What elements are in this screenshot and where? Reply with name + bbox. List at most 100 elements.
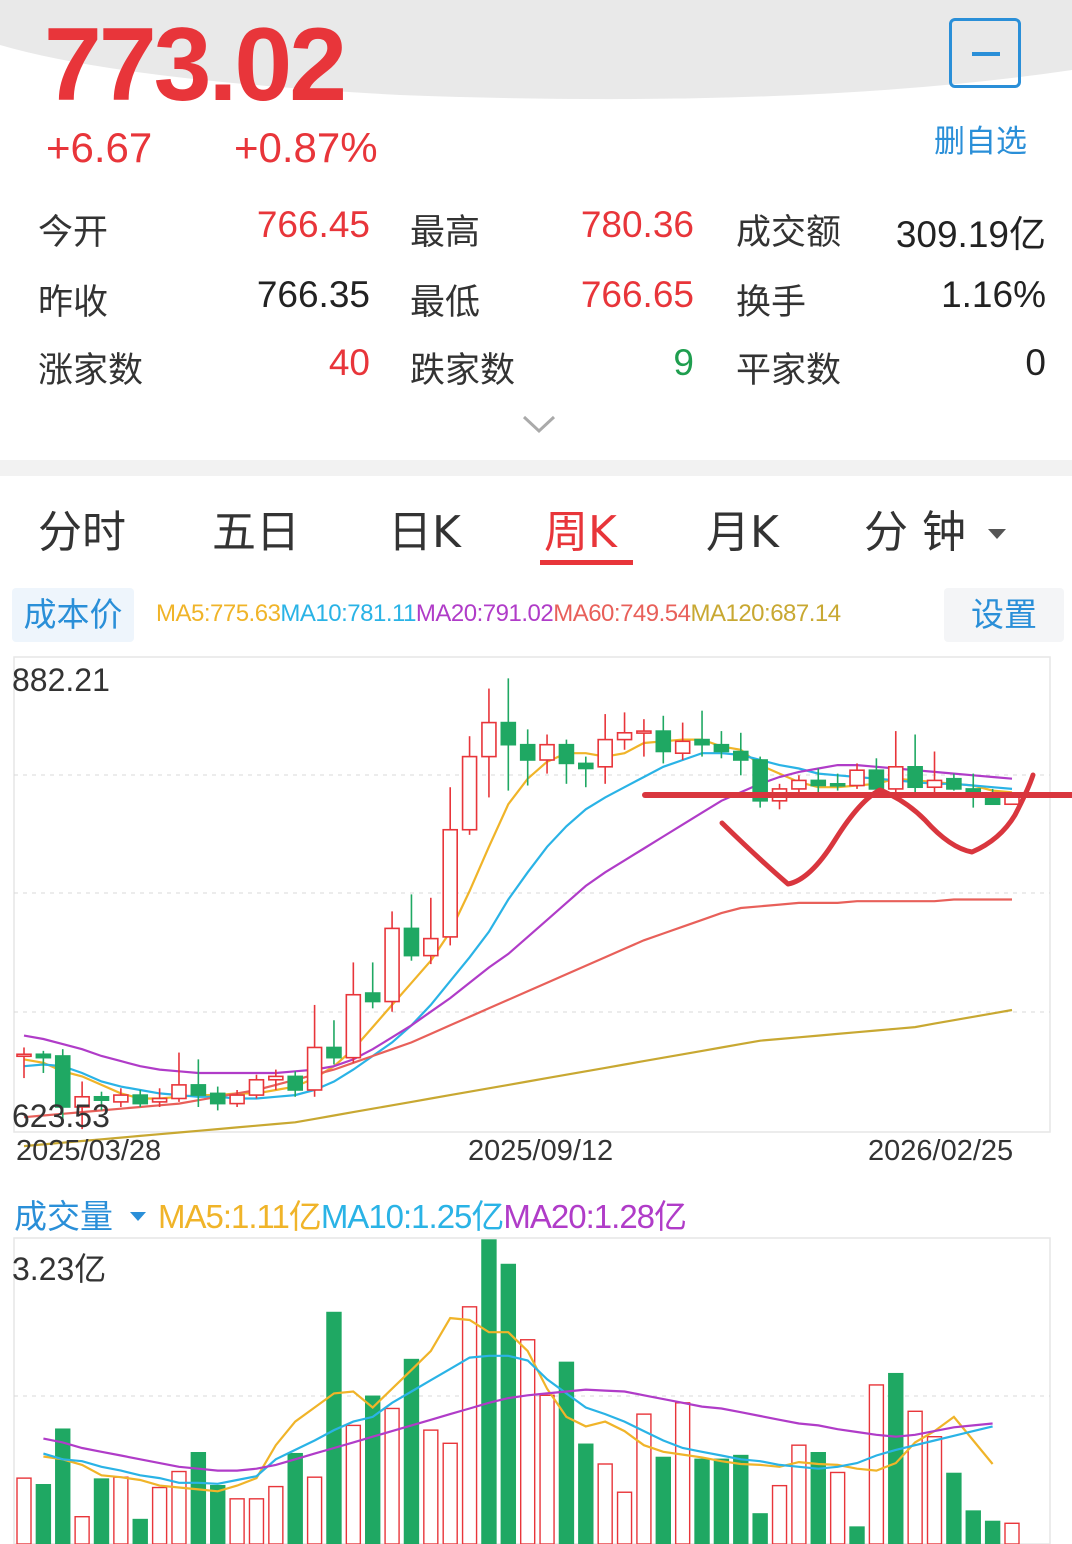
volume-bar bbox=[616, 1491, 633, 1544]
candle bbox=[636, 719, 652, 757]
candle bbox=[674, 722, 691, 761]
cost-price-button[interactable]: 成本价 bbox=[12, 588, 134, 642]
stat-value-unchanged: 0 bbox=[1025, 342, 1046, 383]
candle bbox=[616, 712, 633, 750]
volume-bar bbox=[16, 1477, 32, 1544]
candle bbox=[810, 768, 827, 795]
volume-bar bbox=[539, 1394, 555, 1544]
pattern-annotation bbox=[719, 772, 1036, 887]
stat-label-turnover: 成交额 bbox=[736, 213, 842, 253]
ma10-line bbox=[23, 752, 1013, 1100]
active-tab-indicator bbox=[540, 560, 633, 565]
volume-bar bbox=[500, 1263, 517, 1544]
candle bbox=[268, 1069, 284, 1090]
volume-bar bbox=[791, 1444, 807, 1544]
candle bbox=[481, 688, 497, 798]
candle bbox=[248, 1074, 265, 1099]
volume-bar bbox=[55, 1428, 71, 1544]
candle bbox=[597, 714, 613, 784]
vol-ma10-legend: MA10:1.25亿 bbox=[320, 1198, 505, 1235]
ma60-line bbox=[23, 898, 1012, 1119]
candle bbox=[965, 773, 982, 808]
volume-bar bbox=[384, 1407, 400, 1544]
candle bbox=[907, 734, 923, 795]
minus-icon bbox=[972, 52, 1000, 56]
candle bbox=[655, 715, 672, 764]
price-change: +6.67 bbox=[46, 124, 153, 171]
candle bbox=[326, 1020, 342, 1065]
volume-bar bbox=[151, 1486, 168, 1544]
stat-label-prev-close: 昨收 bbox=[38, 283, 109, 323]
volume-bar bbox=[713, 1458, 730, 1544]
tab-five-day[interactable]: 五日 bbox=[212, 507, 300, 558]
candle bbox=[829, 773, 846, 791]
volume-bar bbox=[442, 1442, 458, 1544]
ma120-legend: MA120:687.14 bbox=[690, 600, 841, 627]
volume-bar bbox=[35, 1484, 52, 1544]
volume-bar bbox=[171, 1470, 187, 1544]
volume-bar bbox=[829, 1471, 846, 1544]
stat-label-open: 今开 bbox=[38, 213, 109, 253]
stat-label-low: 最低 bbox=[410, 283, 481, 323]
volume-bar bbox=[946, 1472, 962, 1544]
volume-bar bbox=[810, 1452, 826, 1544]
tab-minute[interactable]: 分 钟 bbox=[864, 496, 1006, 560]
candle bbox=[151, 1088, 168, 1107]
tab-weekly-k[interactable]: 周K bbox=[544, 507, 617, 558]
header-background-arc bbox=[0, 0, 1072, 100]
tab-intraday[interactable]: 分时 bbox=[38, 507, 126, 558]
candle bbox=[209, 1086, 226, 1111]
ma20-line bbox=[23, 763, 1013, 1075]
remove-watchlist-label[interactable]: 删自选 bbox=[934, 124, 1027, 160]
candle bbox=[868, 758, 885, 791]
candle bbox=[287, 1071, 304, 1097]
volume-bar bbox=[926, 1436, 943, 1544]
volume-bar bbox=[965, 1510, 981, 1544]
candle bbox=[229, 1089, 245, 1107]
stat-label-unchanged: 平家数 bbox=[736, 351, 842, 391]
candle bbox=[694, 710, 710, 757]
remove-watchlist-button[interactable] bbox=[949, 18, 1021, 88]
tab-monthly-k[interactable]: 月K bbox=[706, 507, 779, 558]
candle bbox=[849, 763, 865, 789]
stat-value-advancers: 40 bbox=[328, 342, 370, 383]
candle bbox=[171, 1052, 187, 1102]
ma20-legend: MA20:791.02 bbox=[415, 600, 554, 627]
volume-bar bbox=[907, 1410, 923, 1544]
volume-bar bbox=[248, 1498, 265, 1544]
candle bbox=[403, 894, 420, 961]
volume-bar bbox=[636, 1413, 652, 1544]
stat-value-decliners: 9 bbox=[673, 342, 694, 383]
volume-bar bbox=[461, 1306, 478, 1544]
volume-bar bbox=[74, 1516, 90, 1544]
tab-minute-label: 分 钟 bbox=[864, 507, 966, 558]
ma10-legend: MA10:781.11 bbox=[280, 600, 416, 627]
caret-down-icon bbox=[988, 529, 1006, 539]
volume-bar bbox=[888, 1372, 904, 1544]
candle bbox=[732, 732, 749, 776]
candle bbox=[519, 729, 536, 786]
vol-ma20-legend: MA20:1.28亿 bbox=[503, 1198, 687, 1235]
volume-bar bbox=[268, 1485, 284, 1544]
volume-label: 成交量 bbox=[14, 1197, 113, 1236]
candle bbox=[752, 756, 768, 808]
candle bbox=[1004, 792, 1020, 806]
volume-indicator-selector[interactable]: 成交量 bbox=[14, 1190, 146, 1238]
tab-daily-k[interactable]: 日K bbox=[388, 507, 461, 558]
index-price: 773.02 bbox=[44, 7, 347, 123]
volume-ma-legend: MA5:1.11亿MA10:1.25亿MA20:1.28亿 bbox=[158, 1190, 687, 1238]
date-tick-end: 2026/02/25 bbox=[868, 1135, 1014, 1167]
volume-bar bbox=[287, 1452, 303, 1544]
candle bbox=[423, 897, 439, 965]
chevron-down-icon[interactable] bbox=[522, 414, 556, 434]
candle bbox=[713, 731, 730, 759]
ma5-line bbox=[23, 738, 1013, 1100]
stat-value-open: 766.45 bbox=[256, 204, 370, 245]
candle bbox=[442, 787, 458, 946]
volume-bar bbox=[752, 1513, 768, 1544]
settings-button[interactable]: 设置 bbox=[944, 588, 1064, 642]
candle bbox=[984, 788, 1001, 806]
volume-bar bbox=[229, 1498, 245, 1544]
stat-label-high: 最高 bbox=[410, 213, 481, 253]
stat-value-low: 766.65 bbox=[580, 274, 694, 315]
